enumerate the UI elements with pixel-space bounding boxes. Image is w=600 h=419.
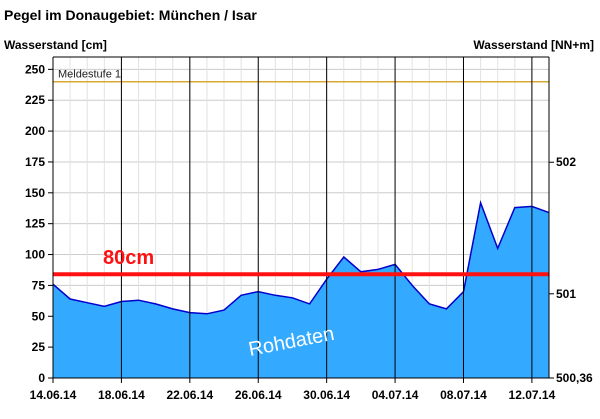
y-tick-label-right: 502 xyxy=(556,155,576,169)
series-area-rohdaten xyxy=(53,202,549,378)
x-tick-label: 26.06.14 xyxy=(235,388,282,402)
x-tick-label: 22.06.14 xyxy=(166,388,213,402)
x-tick-label: 18.06.14 xyxy=(98,388,145,402)
y-tick-label: 250 xyxy=(25,62,45,76)
reference-line-label-meldestufe: Meldestufe 1 xyxy=(58,69,121,81)
series-line-rohdaten xyxy=(52,199,550,315)
y-tick-label-right: 501 xyxy=(556,287,576,301)
y-tick-label: 200 xyxy=(25,124,45,138)
y-tick-label: 225 xyxy=(25,93,45,107)
y-tick-label: 75 xyxy=(32,278,46,292)
x-tick-label: 12.07.14 xyxy=(509,388,556,402)
y-tick-label-right: 500,36 xyxy=(556,371,593,385)
reference-line-label-80cm: 80cm xyxy=(103,247,154,269)
x-tick-label: 08.07.14 xyxy=(440,388,487,402)
y-axis-label-left: Wasserstand [cm] xyxy=(4,38,107,52)
x-tick-label: 14.06.14 xyxy=(30,388,77,402)
y-tick-label: 25 xyxy=(32,340,46,354)
y-tick-label: 125 xyxy=(25,217,45,231)
y-tick-label: 150 xyxy=(25,186,45,200)
axes: 0 25 50 75 100 125 150 175 200 225 250 14.06.14 18.0… xyxy=(25,56,593,402)
x-tick-label: 04.07.14 xyxy=(372,388,419,402)
y-tick-label: 0 xyxy=(38,371,45,385)
y-axis-label-right: Wasserstand [NN+m] xyxy=(473,38,594,52)
x-tick-label: 30.06.14 xyxy=(303,388,350,402)
chart-title: Pegel im Donaugebiet: München / Isar xyxy=(4,7,257,23)
y-tick-label: 50 xyxy=(32,309,46,323)
y-tick-label: 175 xyxy=(25,155,45,169)
y-tick-label: 100 xyxy=(25,248,45,262)
